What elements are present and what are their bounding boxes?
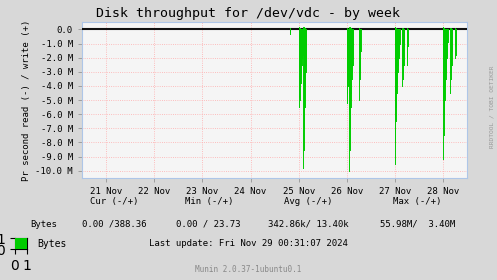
Text: RRDTOOL / TOBI OETIKER: RRDTOOL / TOBI OETIKER bbox=[490, 65, 495, 148]
Text: Munin 2.0.37-1ubuntu0.1: Munin 2.0.37-1ubuntu0.1 bbox=[195, 265, 302, 274]
Text: Bytes: Bytes bbox=[30, 220, 57, 229]
Text: Min (-/+): Min (-/+) bbox=[184, 197, 233, 206]
Text: Last update: Fri Nov 29 00:31:07 2024: Last update: Fri Nov 29 00:31:07 2024 bbox=[149, 239, 348, 248]
Text: 0.00 /388.36: 0.00 /388.36 bbox=[82, 220, 147, 229]
Text: Bytes: Bytes bbox=[37, 239, 67, 249]
Text: Avg (-/+): Avg (-/+) bbox=[284, 197, 332, 206]
Text: Cur (-/+): Cur (-/+) bbox=[90, 197, 139, 206]
Text: 0.00 / 23.73: 0.00 / 23.73 bbox=[176, 220, 241, 229]
Text: Disk throughput for /dev/vdc - by week: Disk throughput for /dev/vdc - by week bbox=[96, 7, 401, 20]
Text: 342.86k/ 13.40k: 342.86k/ 13.40k bbox=[268, 220, 348, 229]
Text: 55.98M/  3.40M: 55.98M/ 3.40M bbox=[380, 220, 455, 229]
Y-axis label: Pr second read (-) / write (+): Pr second read (-) / write (+) bbox=[22, 20, 31, 181]
Text: Max (-/+): Max (-/+) bbox=[393, 197, 442, 206]
